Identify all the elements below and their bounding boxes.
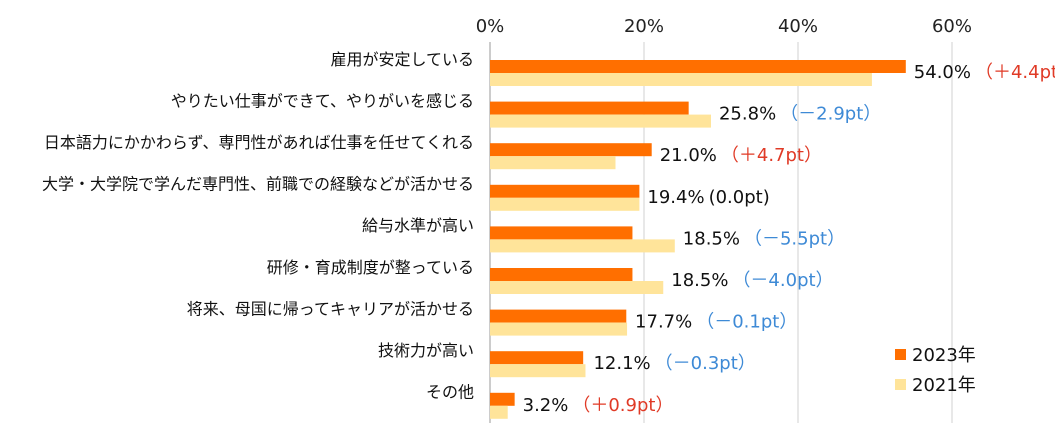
legend-swatch: [895, 379, 906, 390]
category-label: 大学・大学院で学んだ専門性、前職での経験などが活かせる: [42, 175, 474, 194]
bar-2023: [490, 143, 652, 157]
category-label: 将来、母国に帰ってキャリアが活かせる: [187, 299, 474, 318]
value-label: 18.5%: [683, 228, 740, 249]
bar-2023: [490, 309, 627, 323]
diff-label: (0.0pt): [709, 187, 770, 208]
diff-label: （＋4.7pt）: [721, 145, 822, 166]
diff-label: （－2.9pt）: [780, 104, 881, 125]
diff-label: （－0.1pt）: [696, 312, 797, 333]
bar-2023: [490, 101, 689, 115]
value-label: 19.4%: [647, 187, 704, 208]
bar-2021: [490, 364, 586, 378]
x-tick-label: 40%: [778, 16, 818, 37]
bar-2021: [490, 239, 675, 253]
bar-2021: [490, 281, 664, 294]
category-label: 給与水準が高い: [362, 216, 474, 235]
bar-2023: [490, 184, 640, 198]
category-label: 研修・育成制度が整っている: [267, 258, 474, 277]
category-label: 技術力が高い: [378, 341, 474, 360]
category-label: 雇用が安定している: [330, 50, 474, 69]
bar-2023: [490, 351, 584, 365]
value-label: 3.2%: [523, 395, 569, 416]
bar-2021: [490, 197, 640, 211]
category-label: 日本語力にかかわらず、専門性があれば仕事を任せてくれる: [44, 133, 474, 152]
legend-label: 2023年: [912, 345, 976, 366]
value-label: 12.1%: [593, 353, 650, 374]
bar-2021: [490, 405, 508, 419]
bar-2021: [490, 322, 628, 336]
legend-label: 2021年: [912, 375, 976, 396]
value-label: 25.8%: [719, 104, 776, 125]
bar-2021: [490, 156, 616, 170]
category-label: その他: [426, 383, 474, 402]
value-label: 21.0%: [660, 145, 717, 166]
bar-2021: [490, 114, 711, 128]
bar-2021: [490, 73, 872, 86]
x-tick-label: 20%: [624, 16, 664, 37]
category-label: やりたい仕事ができて、やりがいを感じる: [171, 91, 474, 110]
diff-label: （－5.5pt）: [744, 228, 845, 249]
value-label: 54.0%: [914, 62, 971, 83]
bar-2023: [490, 60, 906, 73]
diff-label: （＋0.9pt）: [572, 395, 673, 416]
bar-2023: [490, 268, 633, 281]
x-tick-label: 60%: [932, 16, 972, 37]
diff-label: （＋4.4pt）: [975, 62, 1055, 83]
legend-swatch: [895, 349, 906, 360]
diff-label: （－0.3pt）: [655, 353, 756, 374]
bar-2023: [490, 226, 633, 240]
value-label: 17.7%: [635, 312, 692, 333]
diff-label: （－4.0pt）: [732, 270, 833, 291]
x-tick-label: 0%: [476, 16, 505, 37]
bar-2023: [490, 392, 515, 406]
value-label: 18.5%: [671, 270, 728, 291]
